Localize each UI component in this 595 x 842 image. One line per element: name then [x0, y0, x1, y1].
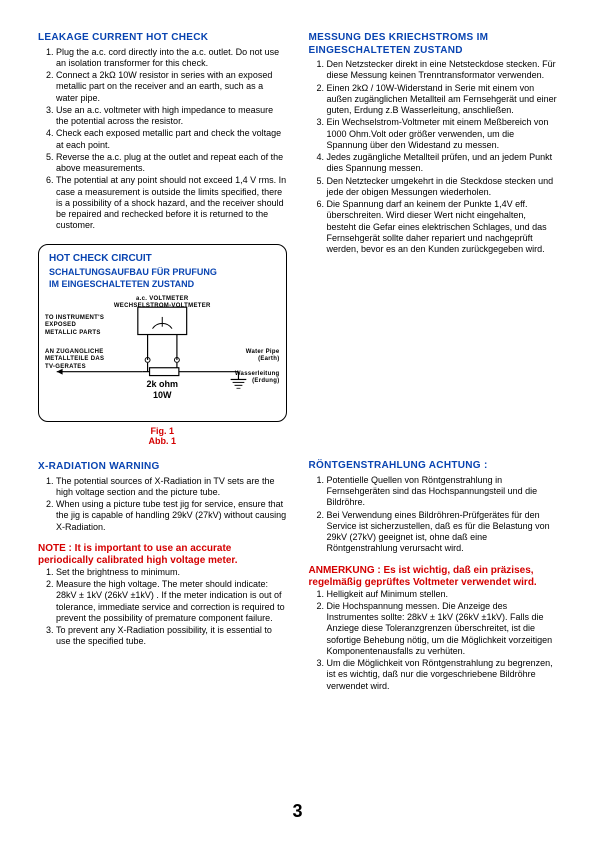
leakage-title: LEAKAGE CURRENT HOT CHECK [38, 32, 287, 45]
list-item: Jedes zugängliche Metallteil prüfen, und… [327, 152, 558, 175]
circuit-title-en: HOT CHECK CIRCUIT [49, 253, 276, 266]
circuit-diagram-box: HOT CHECK CIRCUIT SCHALTUNGSAUFBAU FÜR P… [38, 244, 287, 422]
figure-caption: Fig. 1 Abb. 1 [38, 426, 287, 448]
circuit-svg-wrap: TO INSTRUMENT'S EXPOSED METALLIC PARTS A… [45, 301, 280, 413]
resistor-watt: 10W [45, 390, 280, 401]
circuit-title-de-line2: IM EINGESCHALTETEN ZUSTAND [49, 279, 276, 289]
list-item: Den Netzstecker direkt in eine Netsteckd… [327, 59, 558, 82]
instr-de-3: TV-GERATES [45, 364, 104, 372]
list-item: Bei Verwendung eines Bildröhren-Prüfgerä… [327, 510, 558, 555]
anmerkung-title-2: regelmäßig geprüftes Voltmeter verwendet… [309, 577, 558, 589]
list-item: Potentielle Quellen von Röntgenstrahlung… [327, 475, 558, 509]
left-column: LEAKAGE CURRENT HOT CHECK Plug the a.c. … [38, 32, 287, 693]
roentgen-section: RÖNTGENSTRAHLUNG ACHTUNG : Potentielle Q… [309, 460, 558, 554]
pipe-de2: (Erdung) [235, 378, 280, 386]
list-item: Use an a.c. voltmeter with high impedanc… [56, 105, 287, 128]
list-item: Set the brightness to minimum. [56, 567, 287, 578]
list-item: Measure the high voltage. The meter shou… [56, 579, 287, 624]
list-item: Den Netztecker umgekehrt in die Steckdos… [327, 176, 558, 199]
circuit-title-de-line1: SCHALTUNGSAUFBAU FÜR PRUFUNG [49, 267, 276, 277]
anmerkung-title-1: ANMERKUNG : Es ist wichtig, daß ein präz… [309, 565, 558, 577]
messung-section: MESSUNG DES KRIECHSTROMS IM EINGESCHALTE… [309, 32, 558, 255]
right-column: MESSUNG DES KRIECHSTROMS IM EINGESCHALTE… [309, 32, 558, 693]
messung-title-1: MESSUNG DES KRIECHSTROMS IM [309, 32, 558, 45]
instr-label-1: TO INSTRUMENT'S [45, 315, 104, 323]
note-section: NOTE : It is important to use an accurat… [38, 543, 287, 648]
right-mid-spacer [309, 256, 558, 456]
list-item: To prevent any X-Radiation possibility, … [56, 625, 287, 648]
xray-list: The potential sources of X-Radiation in … [38, 476, 287, 533]
anmerkung-section: ANMERKUNG : Es ist wichtig, daß ein präz… [309, 565, 558, 692]
pipe-en: Water Pipe [246, 349, 280, 357]
instr-de-1: AN ZUGANGLICHE [45, 349, 104, 357]
note-title-2: periodically calibrated high voltage met… [38, 555, 287, 567]
list-item: When using a picture tube test jig for s… [56, 499, 287, 533]
leakage-section: LEAKAGE CURRENT HOT CHECK Plug the a.c. … [38, 32, 287, 232]
leakage-list: Plug the a.c. cord directly into the a.c… [38, 47, 287, 232]
list-item: Die Hochspannung messen. Die Anzeige des… [327, 601, 558, 657]
list-item: Einen 2kΩ / 10W-Widerstand in Serie mit … [327, 83, 558, 117]
instr-de-2: METALLTEILE DAS [45, 356, 104, 364]
roentgen-title: RÖNTGENSTRAHLUNG ACHTUNG : [309, 460, 558, 473]
page-number: 3 [0, 800, 595, 823]
list-item: Die Spannung darf an keinem der Punkte 1… [327, 199, 558, 255]
note-title-1: NOTE : It is important to use an accurat… [38, 543, 287, 555]
note-list: Set the brightness to minimum. Measure t… [38, 567, 287, 648]
list-item: Ein Wechselstrom-Voltmeter mit einem Meß… [327, 117, 558, 151]
list-item: The potential sources of X-Radiation in … [56, 476, 287, 499]
list-item: Reverse the a.c. plug at the outlet and … [56, 152, 287, 175]
messung-title-2: EINGESCHALTETEN ZUSTAND [309, 45, 558, 58]
roentgen-list: Potentielle Quellen von Röntgenstrahlung… [309, 475, 558, 555]
xray-section: X-RADIATION WARNING The potential source… [38, 461, 287, 533]
messung-list: Den Netzstecker direkt in eine Netsteckd… [309, 59, 558, 255]
list-item: Helligkeit auf Minimum stellen. [327, 589, 558, 600]
fig-de: Abb. 1 [38, 436, 287, 447]
list-item: Connect a 2kΩ 10W resistor in series wit… [56, 70, 287, 104]
fig-en: Fig. 1 [38, 426, 287, 437]
pipe-en2: (Earth) [246, 356, 280, 364]
instr-label-3: METALLIC PARTS [45, 330, 104, 338]
instr-label-2: EXPOSED [45, 322, 104, 330]
anmerkung-list: Helligkeit auf Minimum stellen. Die Hoch… [309, 589, 558, 692]
xray-title: X-RADIATION WARNING [38, 461, 287, 474]
list-item: Plug the a.c. cord directly into the a.c… [56, 47, 287, 70]
list-item: The potential at any point should not ex… [56, 175, 287, 231]
list-item: Check each exposed metallic part and che… [56, 128, 287, 151]
list-item: Um die Möglichkeit von Röntgenstrahlung … [327, 658, 558, 692]
pipe-de: Wasserleitung [235, 371, 280, 379]
